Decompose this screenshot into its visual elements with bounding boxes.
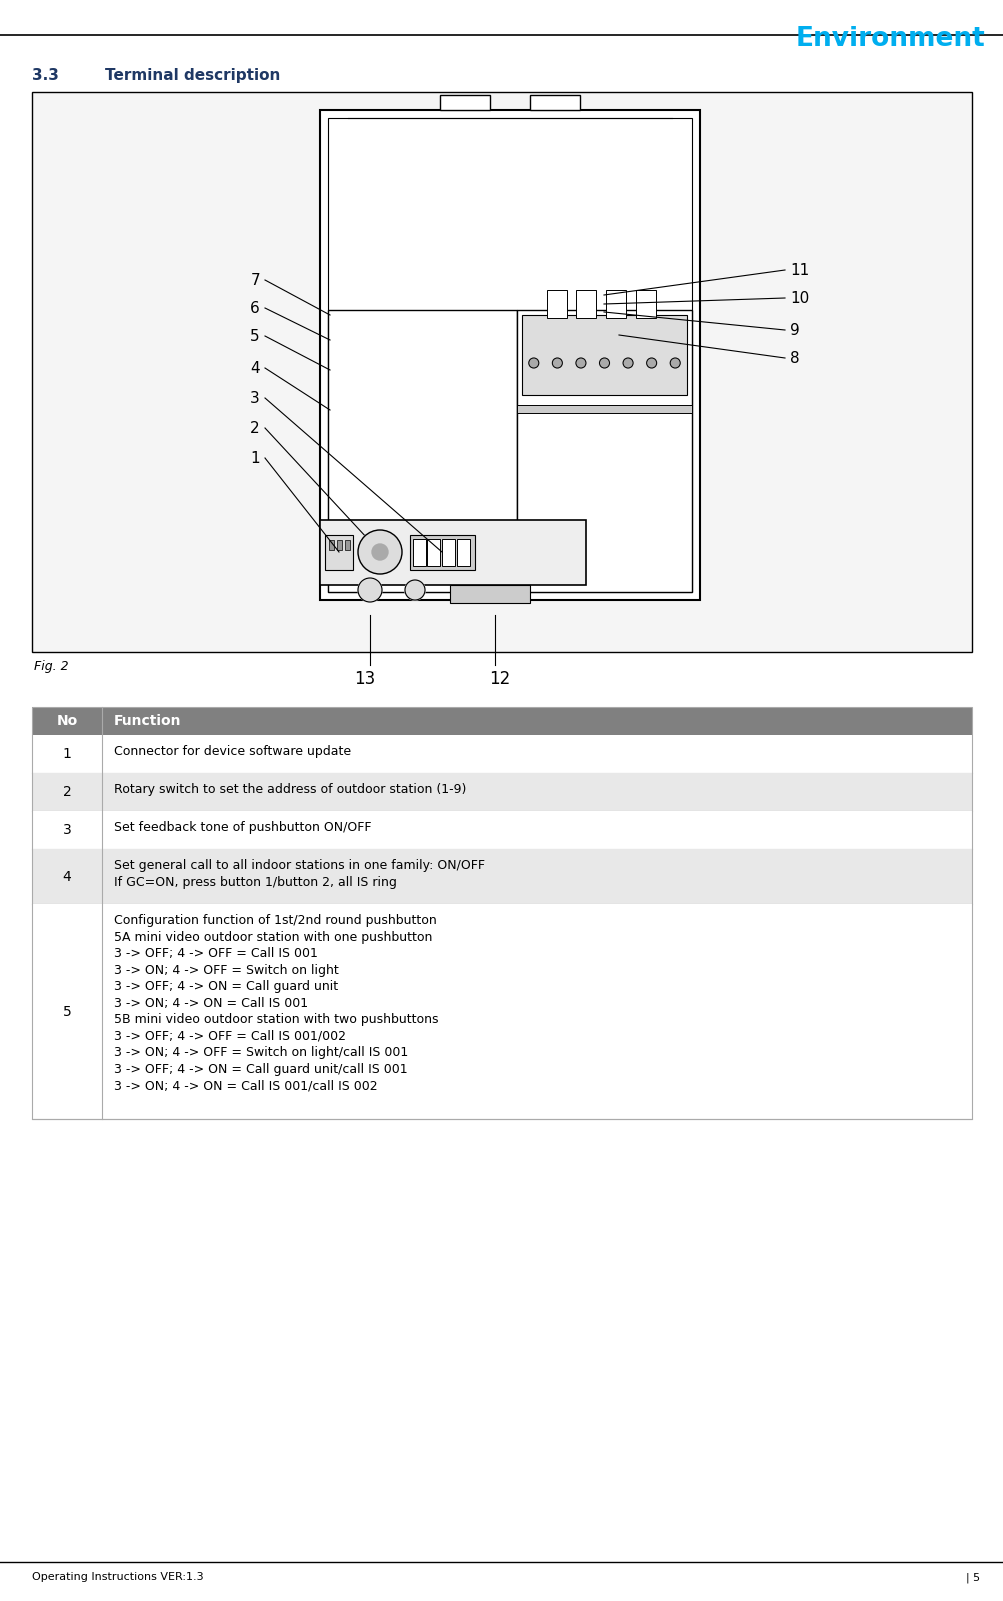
Bar [517, 405, 691, 413]
Bar [606, 290, 625, 319]
Text: Set general call to all indoor stations in one family: ON/OFF: Set general call to all indoor stations … [114, 860, 484, 873]
Text: Environment: Environment [794, 26, 984, 51]
Text: 3 -> ON; 4 -> OFF = Switch on light: 3 -> ON; 4 -> OFF = Switch on light [114, 964, 338, 977]
Bar [320, 110, 699, 600]
Text: | 5: | 5 [965, 1572, 979, 1582]
Circle shape [576, 359, 586, 368]
Circle shape [646, 359, 656, 368]
Bar [441, 540, 454, 567]
Text: No: No [56, 714, 77, 728]
Text: 4: 4 [62, 869, 71, 884]
Text: Fig. 2: Fig. 2 [34, 660, 68, 672]
Text: Connector for device software update: Connector for device software update [114, 744, 351, 757]
Text: 2: 2 [250, 421, 260, 435]
Circle shape [529, 359, 539, 368]
Bar [328, 311, 517, 592]
Text: 5: 5 [62, 1004, 71, 1018]
Text: 3 -> ON; 4 -> OFF = Switch on light/call IS 001: 3 -> ON; 4 -> OFF = Switch on light/call… [114, 1045, 408, 1058]
Bar [328, 118, 691, 592]
Circle shape [358, 578, 381, 602]
Text: 12: 12 [488, 669, 511, 688]
Bar [412, 540, 425, 567]
Text: 10: 10 [789, 290, 808, 306]
Bar [32, 812, 971, 849]
Bar [320, 520, 586, 584]
Text: 3 -> ON; 4 -> ON = Call IS 001: 3 -> ON; 4 -> ON = Call IS 001 [114, 996, 308, 1010]
Bar [337, 540, 342, 551]
Bar [32, 735, 971, 773]
Text: 3 -> OFF; 4 -> ON = Call guard unit: 3 -> OFF; 4 -> ON = Call guard unit [114, 980, 338, 993]
Text: If GC=ON, press button 1/button 2, all IS ring: If GC=ON, press button 1/button 2, all I… [114, 876, 396, 889]
Bar [530, 94, 580, 110]
Bar [32, 773, 971, 812]
Bar [522, 315, 686, 395]
Text: 13: 13 [354, 669, 375, 688]
Text: 4: 4 [250, 360, 260, 376]
Text: 3 -> OFF; 4 -> OFF = Call IS 001: 3 -> OFF; 4 -> OFF = Call IS 001 [114, 948, 318, 961]
Bar [635, 290, 655, 319]
Bar [449, 584, 530, 604]
Text: 5A mini video outdoor station with one pushbutton: 5A mini video outdoor station with one p… [114, 930, 432, 943]
Bar [456, 540, 469, 567]
Text: Operating Instructions VER:1.3: Operating Instructions VER:1.3 [32, 1572, 204, 1582]
Bar [345, 540, 350, 551]
Text: 3 -> ON; 4 -> ON = Call IS 001/call IS 002: 3 -> ON; 4 -> ON = Call IS 001/call IS 0… [114, 1079, 377, 1092]
Bar [517, 311, 691, 592]
Text: Set feedback tone of pushbutton ON/OFF: Set feedback tone of pushbutton ON/OFF [114, 821, 371, 834]
Text: 5: 5 [250, 328, 260, 344]
Text: 7: 7 [250, 272, 260, 288]
Bar [325, 535, 353, 570]
Text: 3 -> OFF; 4 -> ON = Call guard unit/call IS 001: 3 -> OFF; 4 -> ON = Call guard unit/call… [114, 1063, 407, 1076]
Bar [547, 290, 566, 319]
Bar [32, 905, 971, 1119]
Circle shape [599, 359, 609, 368]
Bar [32, 708, 971, 735]
Text: 6: 6 [250, 301, 260, 315]
Text: 3: 3 [250, 391, 260, 405]
Bar [32, 708, 971, 1119]
Bar [576, 290, 596, 319]
Text: 5B mini video outdoor station with two pushbuttons: 5B mini video outdoor station with two p… [114, 1013, 438, 1026]
Text: Terminal description: Terminal description [105, 67, 280, 83]
Circle shape [372, 544, 387, 560]
Text: 3 -> OFF; 4 -> OFF = Call IS 001/002: 3 -> OFF; 4 -> OFF = Call IS 001/002 [114, 1029, 346, 1042]
Text: 3: 3 [62, 823, 71, 837]
Text: 11: 11 [789, 263, 808, 277]
Bar [409, 535, 474, 570]
Circle shape [670, 359, 680, 368]
Text: 3.3: 3.3 [32, 67, 59, 83]
Text: Rotary switch to set the address of outdoor station (1-9): Rotary switch to set the address of outd… [114, 783, 466, 796]
Bar [426, 540, 439, 567]
Text: 1: 1 [62, 748, 71, 760]
Bar [329, 540, 334, 551]
Circle shape [623, 359, 633, 368]
Circle shape [552, 359, 562, 368]
Bar [439, 94, 489, 110]
Circle shape [358, 530, 401, 575]
Text: 8: 8 [789, 351, 798, 365]
Circle shape [404, 580, 424, 600]
Text: Function: Function [114, 714, 182, 728]
Bar [32, 849, 971, 905]
Bar [32, 91, 971, 652]
Text: 2: 2 [62, 784, 71, 799]
Text: 9: 9 [789, 322, 799, 338]
Text: 1: 1 [250, 450, 260, 466]
Text: Configuration function of 1st/2nd round pushbutton: Configuration function of 1st/2nd round … [114, 914, 436, 927]
